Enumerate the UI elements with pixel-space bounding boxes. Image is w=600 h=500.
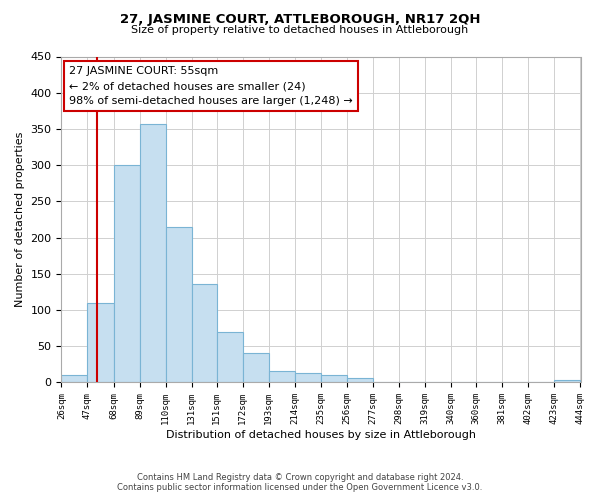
Bar: [217, 332, 243, 382]
Bar: [295, 373, 321, 382]
Text: Contains HM Land Registry data © Crown copyright and database right 2024.
Contai: Contains HM Land Registry data © Crown c…: [118, 473, 482, 492]
Bar: [61, 375, 88, 382]
Bar: [113, 165, 140, 382]
Bar: [192, 284, 217, 382]
Bar: [269, 371, 295, 382]
Bar: [140, 124, 166, 382]
X-axis label: Distribution of detached houses by size in Attleborough: Distribution of detached houses by size …: [166, 430, 476, 440]
Bar: [347, 378, 373, 382]
Bar: [554, 380, 580, 382]
Y-axis label: Number of detached properties: Number of detached properties: [15, 132, 25, 307]
Text: 27 JASMINE COURT: 55sqm
← 2% of detached houses are smaller (24)
98% of semi-det: 27 JASMINE COURT: 55sqm ← 2% of detached…: [69, 66, 353, 106]
Bar: [321, 375, 347, 382]
Bar: [243, 354, 269, 382]
Text: Size of property relative to detached houses in Attleborough: Size of property relative to detached ho…: [131, 25, 469, 35]
Bar: [166, 228, 192, 382]
Text: 27, JASMINE COURT, ATTLEBOROUGH, NR17 2QH: 27, JASMINE COURT, ATTLEBOROUGH, NR17 2Q…: [120, 12, 480, 26]
Bar: [88, 303, 113, 382]
